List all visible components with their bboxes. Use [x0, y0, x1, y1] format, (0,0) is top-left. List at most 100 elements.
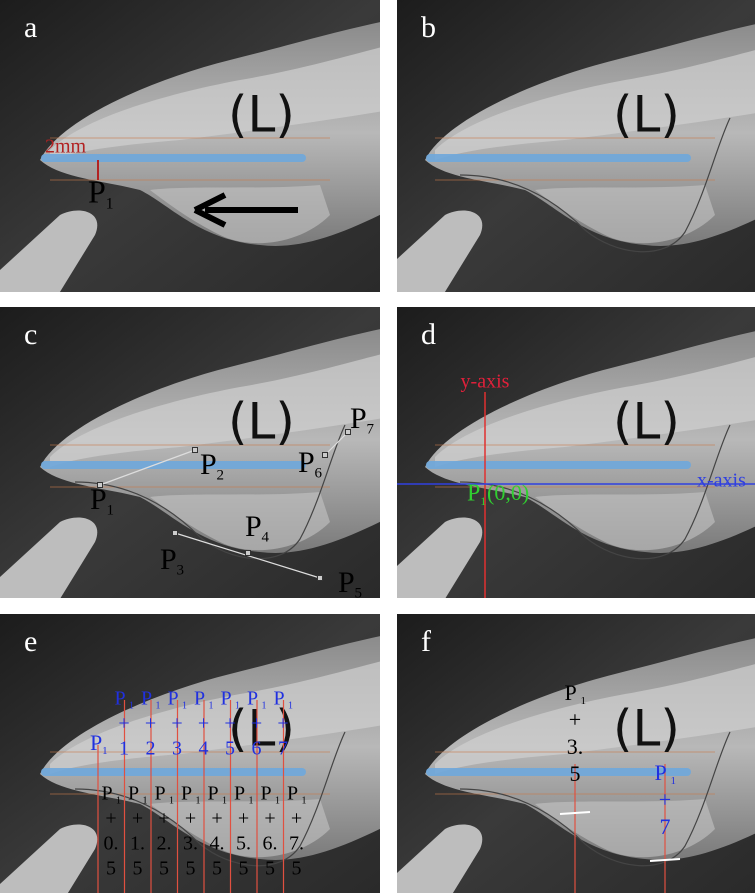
point-label: P [200, 448, 217, 481]
origin-coords: (0,0) [487, 480, 529, 505]
label-plus: + [171, 713, 182, 735]
label-sub: 1 [196, 795, 201, 806]
label-number: 3 [172, 738, 182, 760]
point-label: P [467, 481, 480, 507]
bone-lower [150, 185, 330, 244]
panel: (L)cP 1P 2P 3P 4P 5P 6P 7 [0, 307, 380, 598]
label-number: 6. [263, 833, 278, 855]
label-sub: 1 [182, 700, 187, 711]
point-label: P [298, 446, 315, 479]
label-number: 5 [225, 738, 235, 760]
contour [74, 424, 346, 560]
contour [459, 424, 731, 560]
control-point [245, 550, 251, 556]
control-point [97, 482, 103, 488]
label-plus: + [291, 808, 302, 830]
panel-letter: f [421, 625, 431, 658]
bone-left [397, 824, 483, 893]
label-sub: 1 [249, 795, 254, 806]
panel-letter: a [24, 11, 37, 44]
control-line [99, 449, 196, 486]
label-p: P [141, 688, 152, 710]
label-plus: + [211, 808, 222, 830]
panel-letter: b [421, 11, 436, 44]
contour [459, 117, 731, 253]
panel: (L)eP 1P 1+1P 1+2P 1+3P 1+4P 1+5P 1+6P 1+7P 1+0.5… [0, 614, 380, 893]
point-subscript: 1 [106, 195, 114, 212]
ct-image: (L) [397, 331, 755, 598]
ct-image: (L) [0, 636, 380, 893]
label-number: 5 [292, 858, 302, 880]
bone-bright [435, 357, 755, 467]
label-plus: + [145, 713, 156, 735]
panel: (L) d y-axis x-axis P 1 (0,0) [397, 307, 755, 598]
control-point [317, 575, 323, 581]
label-number: 5 [570, 761, 581, 786]
label-number: 5 [133, 858, 143, 880]
label-number: 3. [183, 833, 198, 855]
label-plus: + [158, 808, 169, 830]
label-p: P [154, 783, 165, 805]
label-plus: + [118, 713, 129, 735]
label-number: 1 [119, 738, 129, 760]
label-number: 5 [106, 858, 116, 880]
point-label: P [160, 543, 177, 576]
bone-left [0, 517, 98, 598]
label-number: 6 [252, 738, 262, 760]
label-plus: + [105, 808, 116, 830]
label-sub: 1 [129, 700, 134, 711]
label-plus: + [198, 713, 209, 735]
label-sub: 1 [581, 695, 587, 707]
side-label: (L) [228, 393, 295, 451]
label-p: P [273, 688, 284, 710]
point-subscript: 6 [315, 465, 323, 481]
point-label: P [350, 402, 367, 435]
label-p: P [101, 783, 112, 805]
label-number: 7 [660, 814, 671, 839]
point-subscript: 2 [217, 467, 225, 483]
point-label: P [90, 483, 107, 516]
arrow-head [193, 192, 227, 228]
label-number: 7. [289, 833, 304, 855]
label-plus: + [659, 787, 671, 812]
contour [459, 731, 731, 867]
point-subscript: 4 [262, 529, 270, 545]
panel-letter: d [421, 318, 436, 351]
label-number: 2. [157, 833, 172, 855]
point-label: P [245, 510, 262, 543]
label-plus: + [251, 713, 262, 735]
label-plus: + [238, 808, 249, 830]
bone-lower [535, 492, 715, 551]
label-p: P [128, 783, 139, 805]
label-p: P [220, 688, 231, 710]
control-line [324, 431, 349, 456]
bone-lower [150, 492, 330, 551]
label-p: P [287, 783, 298, 805]
point-subscript: 3 [177, 562, 185, 578]
label-p: P [564, 680, 576, 705]
point-label: P [88, 173, 106, 209]
label-sub: 1 [222, 795, 227, 806]
label-number: 5 [239, 858, 249, 880]
label-p: P [234, 783, 245, 805]
label-sub: 1 [209, 700, 214, 711]
bone-bright [50, 354, 380, 467]
bone-left [397, 517, 483, 598]
bone-bright [435, 664, 755, 774]
label-sub: 1 [143, 795, 148, 806]
control-point [172, 530, 178, 536]
scale-label: 2mm [45, 136, 87, 158]
point-subscript: 7 [367, 421, 375, 437]
side-label: (L) [613, 393, 680, 451]
bone-left [0, 824, 98, 893]
label-p: P [260, 783, 271, 805]
label-sub: 1 [288, 700, 293, 711]
point-subscript: 1 [480, 494, 486, 508]
tangent-tick [559, 811, 591, 815]
ct-image: (L) [397, 24, 755, 292]
label-p: P [194, 688, 205, 710]
label-number: 4 [199, 738, 209, 760]
ct-image: (L) [397, 638, 755, 893]
ct-image: (L) [0, 22, 380, 292]
label-number: 4. [210, 833, 225, 855]
